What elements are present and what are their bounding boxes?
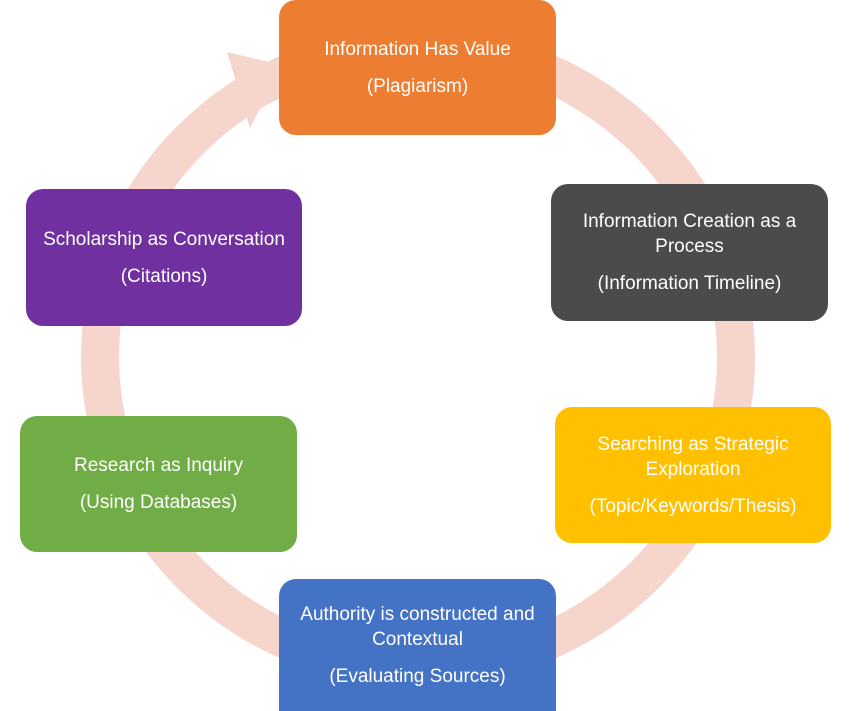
node-subtitle: (Using Databases) bbox=[79, 492, 238, 513]
node-title: Scholarship as Conversation bbox=[43, 228, 285, 250]
node-subtitle: (Topic/Keywords/Thesis) bbox=[589, 495, 797, 517]
node-title: Searching as Strategic Exploration bbox=[597, 433, 789, 480]
node-subtitle: (Information Timeline) bbox=[597, 273, 782, 294]
node-title: Information Has Value bbox=[324, 38, 511, 60]
cycle-arrow-head bbox=[227, 52, 282, 128]
node-title: Authority is constructed and Contextual bbox=[300, 603, 535, 650]
node-subtitle: (Citations) bbox=[120, 265, 208, 287]
node-information-has-value: Information Has Value (Plagiarism) bbox=[279, 0, 556, 135]
node-searching-as-strategic-exploration: Searching as Strategic Exploration (Topi… bbox=[555, 407, 831, 543]
node-subtitle: (Evaluating Sources) bbox=[329, 665, 506, 687]
cycle-ring-track bbox=[81, 27, 755, 687]
node-title: Research as Inquiry bbox=[74, 455, 243, 476]
node-information-creation: Information Creation as a Process (Infor… bbox=[551, 184, 828, 321]
node-subtitle: (Plagiarism) bbox=[366, 75, 469, 97]
node-scholarship-as-conversation: Scholarship as Conversation (Citations) bbox=[26, 189, 302, 326]
node-authority-constructed: Authority is constructed and Contextual … bbox=[279, 579, 556, 711]
node-title: Information Creation as a Process bbox=[582, 211, 797, 257]
node-research-as-inquiry: Research as Inquiry (Using Databases) bbox=[20, 416, 297, 552]
